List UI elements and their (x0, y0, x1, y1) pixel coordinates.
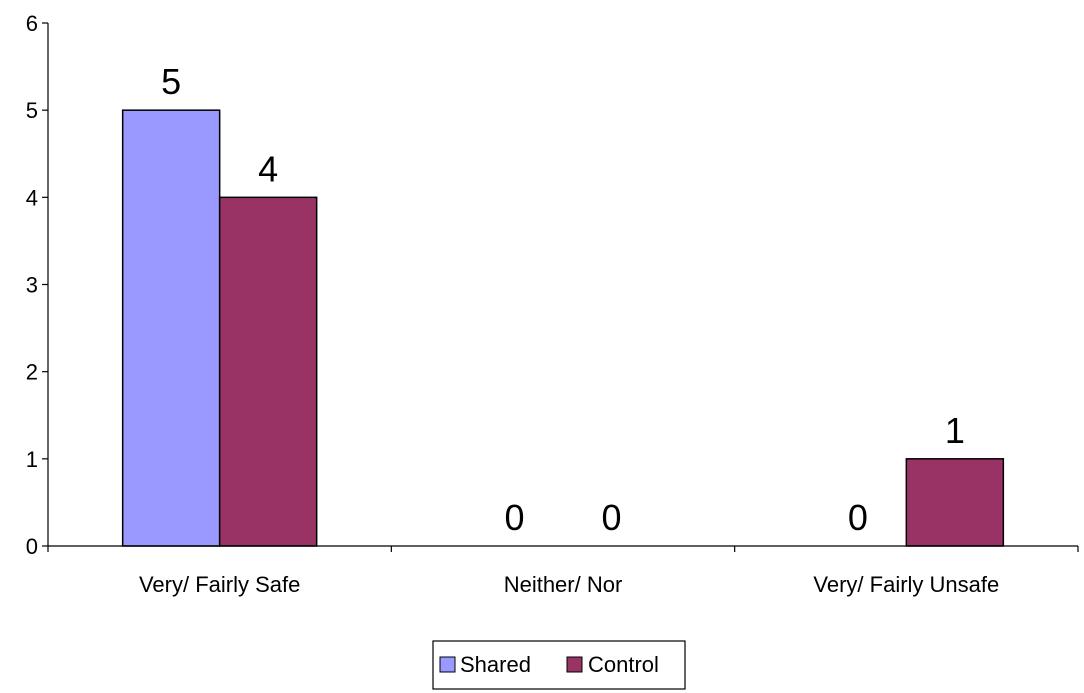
legend-label-control: Control (588, 652, 659, 677)
data-label-shared-1: 0 (504, 497, 524, 538)
x-axis-ticks: Very/ Fairly Safe Neither/ Nor Very/ Fairl… (47, 546, 1079, 597)
data-labels: 5 4 0 0 0 1 (161, 61, 965, 538)
y-tick-label: 6 (26, 11, 38, 36)
data-label-control-0: 4 (258, 148, 278, 189)
data-label-control-1: 0 (601, 497, 621, 538)
x-tick-label: Very/ Fairly Unsafe (813, 572, 999, 597)
y-tick-label: 4 (26, 185, 38, 210)
y-tick-label: 3 (26, 273, 38, 298)
legend-label-shared: Shared (460, 652, 531, 677)
bar-shared-0 (121, 109, 221, 547)
bars (121, 109, 1005, 547)
legend-swatch-control (566, 656, 583, 673)
y-tick-label: 1 (26, 447, 38, 472)
y-axis-ticks: 0 1 2 3 4 5 6 (26, 11, 48, 559)
bar-control-0 (218, 196, 318, 547)
x-tick-label: Very/ Fairly Safe (139, 572, 300, 597)
bar-control-2 (905, 458, 1005, 547)
y-tick-label: 0 (26, 534, 38, 559)
x-tick-label: Neither/ Nor (504, 572, 623, 597)
data-label-shared-0: 5 (161, 61, 181, 102)
legend: Shared Control (432, 640, 686, 690)
data-label-shared-2: 0 (848, 497, 868, 538)
data-label-control-2: 1 (945, 410, 965, 451)
y-tick-label: 5 (26, 98, 38, 123)
y-tick-label: 2 (26, 360, 38, 385)
legend-swatch-shared (439, 656, 456, 673)
legend-box (432, 640, 686, 690)
